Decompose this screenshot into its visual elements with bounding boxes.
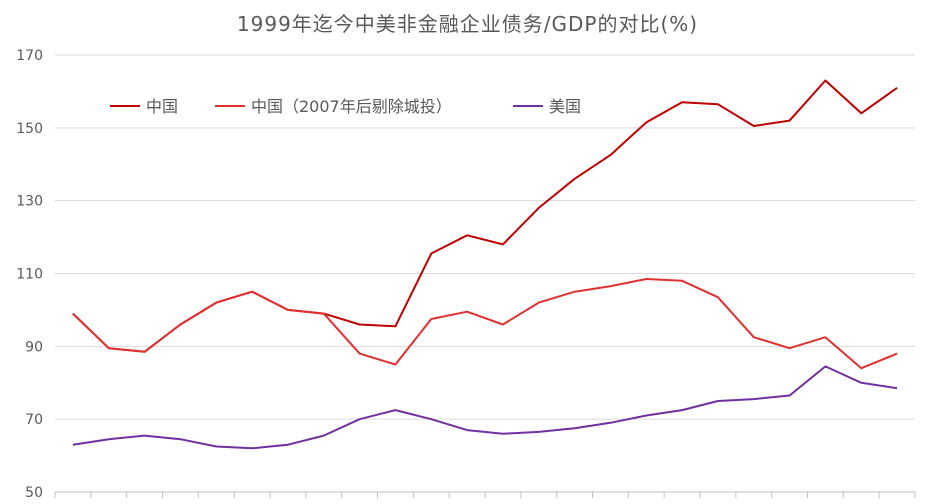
series-line-2: [72, 365, 898, 450]
y-tick-label-50: 50: [25, 485, 43, 501]
y-tick-label-110: 110: [16, 267, 43, 283]
chart-title: 1999年迄今中美非金融企业债务/GDP的对比(%): [236, 12, 699, 36]
y-tick-label-150: 150: [16, 121, 43, 137]
legend-label-2: 美国: [549, 97, 581, 116]
legend-label-1: 中国（2007年后剔除城投）: [251, 97, 452, 116]
y-tick-label-90: 90: [25, 339, 43, 355]
series-line-1: [72, 278, 898, 370]
y-tick-label-130: 130: [16, 194, 43, 210]
legend-label-0: 中国: [146, 97, 178, 116]
series-line-0: [72, 79, 898, 353]
y-tick-label-70: 70: [25, 412, 43, 428]
y-tick-label-170: 170: [16, 48, 43, 64]
